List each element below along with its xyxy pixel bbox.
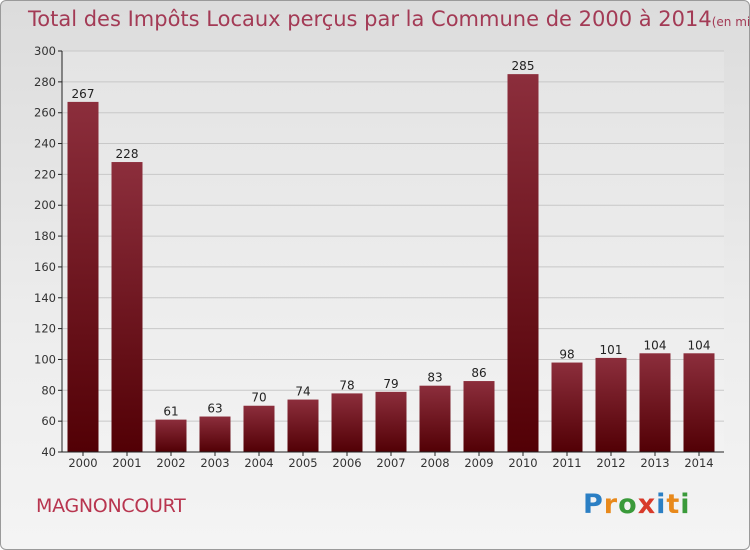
y-tick-label: 100 — [34, 352, 56, 366]
bar-2005 — [287, 399, 319, 452]
bar-2011 — [551, 362, 583, 452]
bar-layer — [67, 74, 715, 453]
bar-2010 — [507, 74, 539, 452]
bar-2003 — [199, 416, 231, 452]
data-label-2004: 70 — [251, 391, 266, 405]
data-label-2001: 228 — [116, 147, 139, 161]
x-tick-label-2005: 2005 — [288, 456, 317, 470]
data-label-2003: 63 — [207, 402, 222, 416]
x-tick-label-2010: 2010 — [508, 456, 537, 470]
chart-subtitle: (en milliers d'€) — [711, 15, 750, 29]
x-tick-label-2008: 2008 — [420, 456, 449, 470]
y-tick-label: 120 — [34, 322, 56, 336]
x-tick-label-2013: 2013 — [640, 456, 669, 470]
bar-2008 — [419, 385, 451, 452]
x-tick-label-2006: 2006 — [332, 456, 361, 470]
data-label-2013: 104 — [644, 338, 667, 352]
x-tick-label-2003: 2003 — [200, 456, 229, 470]
y-tick-label: 300 — [34, 44, 56, 58]
logo-letter: i — [656, 489, 667, 520]
bar-2007 — [375, 391, 407, 452]
title-row: Total des Impôts Locaux perçus par la Co… — [28, 7, 750, 31]
grid-layer — [62, 50, 724, 453]
x-tick-label-2009: 2009 — [464, 456, 493, 470]
logo-letter: P — [583, 489, 604, 520]
bar-2002 — [155, 419, 187, 452]
data-label-2002: 61 — [163, 405, 178, 419]
data-label-2009: 86 — [471, 366, 486, 380]
data-label-2010: 285 — [512, 59, 535, 73]
data-label-2006: 78 — [339, 378, 354, 392]
y-tick-label: 140 — [34, 291, 56, 305]
x-tick-label-2011: 2011 — [552, 456, 581, 470]
data-label-2012: 101 — [600, 343, 623, 357]
x-tick-label-2012: 2012 — [596, 456, 625, 470]
bar-2001 — [111, 162, 143, 453]
y-tick-label: 220 — [34, 167, 56, 181]
x-tick-label-2001: 2001 — [112, 456, 141, 470]
logo-letter: t — [666, 489, 681, 520]
axis-layer: 40 60 80 100 120 140 160 180 200 220 240 260 280 300 2… — [34, 44, 724, 470]
bar-2006 — [331, 393, 363, 452]
bar-2009 — [463, 381, 495, 452]
y-tick-label: 60 — [41, 414, 56, 428]
logo-letter: x — [637, 489, 657, 520]
x-tick-label-2004: 2004 — [244, 456, 273, 470]
bar-2014 — [683, 353, 715, 452]
y-tick-label: 160 — [34, 260, 56, 274]
y-tick-label: 200 — [34, 198, 56, 212]
bar-2004 — [243, 405, 275, 452]
logo-letter: o — [618, 489, 638, 520]
bar-2013 — [639, 353, 671, 452]
commune-name: MAGNONCOURT — [36, 495, 186, 517]
logo-letter: i — [680, 489, 691, 520]
x-tick-label-2007: 2007 — [376, 456, 405, 470]
y-tick-label: 80 — [41, 383, 56, 397]
chart-title: Total des Impôts Locaux perçus par la Co… — [28, 7, 712, 31]
data-label-2000: 267 — [72, 87, 95, 101]
y-tick-label: 40 — [41, 445, 56, 459]
data-label-2008: 83 — [427, 371, 442, 385]
data-label-2005: 74 — [295, 385, 310, 399]
logo-letter: r — [603, 489, 619, 520]
data-label-2014: 104 — [688, 338, 711, 352]
data-label-2011: 98 — [559, 348, 574, 362]
y-tick-label: 240 — [34, 137, 56, 151]
data-label-layer: 267 228 61 63 70 74 78 79 83 86 285 98 101 104 104 — [72, 59, 711, 418]
x-tick-label-2002: 2002 — [156, 456, 185, 470]
y-tick-label: 180 — [34, 229, 56, 243]
data-label-2007: 79 — [383, 377, 398, 391]
x-tick-label-2014: 2014 — [684, 456, 713, 470]
x-tick-label-2000: 2000 — [68, 456, 97, 470]
proxiti-logo[interactable]: Proxiti — [583, 489, 691, 520]
bar-2000 — [67, 101, 99, 453]
y-tick-label: 260 — [34, 106, 56, 120]
bar-2012 — [595, 357, 627, 452]
y-tick-label: 280 — [34, 75, 56, 89]
